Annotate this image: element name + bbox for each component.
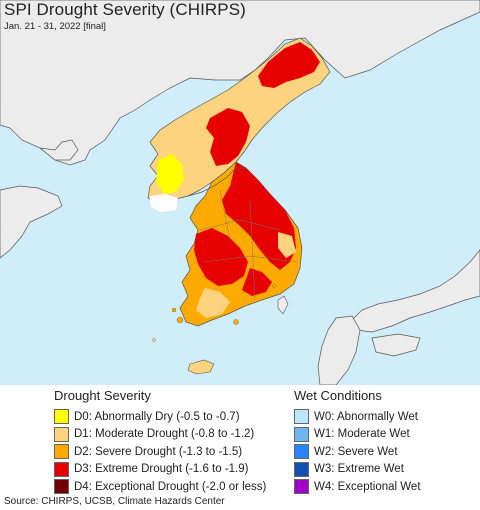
legend-item-w4: W4: Exceptional Wet	[294, 478, 421, 496]
legend-drought-heading: Drought Severity	[54, 388, 151, 403]
no-data-patch	[150, 194, 178, 212]
legend-wet-heading: Wet Conditions	[294, 388, 382, 403]
legend-item-w0: W0: Abnormally Wet	[294, 408, 421, 426]
legend-item-d0: D0: Abnormally Dry (-0.5 to -0.7)	[54, 408, 266, 426]
island	[272, 284, 276, 288]
legend-item-w1: W1: Moderate Wet	[294, 426, 421, 444]
swatch-d0	[54, 409, 69, 425]
map-subtitle: Jan. 21 - 31, 2022 [final]	[4, 21, 106, 32]
d3-east-coast	[222, 162, 296, 270]
swatch-w1	[294, 426, 309, 442]
swatch-d2	[54, 444, 69, 460]
d0-west-patch	[156, 154, 184, 194]
legend-label-w1: W1: Moderate Wet	[314, 428, 410, 441]
legend-item-w3: W3: Extreme Wet	[294, 461, 421, 479]
swatch-w4	[294, 479, 309, 495]
swatch-d1	[54, 426, 69, 442]
legend-label-d2: D2: Severe Drought (-1.3 to -1.5)	[74, 445, 243, 458]
swatch-w2	[294, 444, 309, 460]
legend-label-w0: W0: Abnormally Wet	[314, 410, 418, 423]
d3-central-north	[206, 108, 250, 166]
japan-kyushu	[317, 315, 361, 385]
drought-map: SPI Drought Severity (CHIRPS) Jan. 21 - …	[0, 0, 480, 385]
island	[176, 316, 184, 324]
tsushima	[277, 295, 289, 315]
legend-item-d1: D1: Moderate Drought (-0.8 to -1.2)	[54, 426, 266, 444]
legend-label-w3: W3: Extreme Wet	[314, 463, 404, 476]
source-credit: Source: CHIRPS, UCSB, Climate Hazards Ce…	[4, 496, 225, 507]
island	[171, 307, 177, 313]
map-canvas	[0, 0, 480, 385]
island	[152, 338, 156, 342]
swatch-d3	[54, 461, 69, 477]
japan-shikoku	[371, 333, 421, 357]
shandong-peninsula	[0, 185, 63, 259]
swatch-w0	[294, 409, 309, 425]
legend: Drought Severity D0: Abnormally Dry (-0.…	[0, 385, 480, 496]
legend-label-d1: D1: Moderate Drought (-0.8 to -1.2)	[74, 428, 255, 441]
map-title: SPI Drought Severity (CHIRPS)	[4, 0, 246, 19]
legend-label-w2: W2: Severe Wet	[314, 445, 398, 458]
d1-south-patch	[196, 288, 230, 318]
d3-southeast	[242, 268, 272, 296]
island	[233, 319, 239, 325]
legend-label-d0: D0: Abnormally Dry (-0.5 to -0.7)	[74, 410, 240, 423]
jeju-island	[187, 359, 215, 375]
legend-label-w4: W4: Exceptional Wet	[314, 480, 421, 493]
dmz-border	[187, 167, 246, 197]
d1-east-patch	[278, 232, 296, 258]
swatch-d4	[54, 479, 69, 495]
legend-item-d2: D2: Severe Drought (-1.3 to -1.5)	[54, 443, 266, 461]
legend-drought: Drought Severity D0: Abnormally Dry (-0.…	[54, 385, 266, 496]
legend-item-w2: W2: Severe Wet	[294, 443, 421, 461]
swatch-w3	[294, 461, 309, 477]
legend-item-d4: D4: Exceptional Drought (-2.0 or less)	[54, 478, 266, 496]
d3-northeast	[258, 42, 320, 88]
legend-label-d3: D3: Extreme Drought (-1.6 to -1.9)	[74, 463, 249, 476]
d3-southwest	[194, 228, 248, 286]
legend-item-d3: D3: Extreme Drought (-1.6 to -1.9)	[54, 461, 266, 479]
legend-label-d4: D4: Exceptional Drought (-2.0 or less)	[74, 480, 267, 493]
legend-wet: Wet Conditions W0: Abnormally Wet W1: Mo…	[294, 385, 421, 496]
province-lines	[199, 189, 297, 301]
liaodong-coast	[38, 139, 79, 161]
